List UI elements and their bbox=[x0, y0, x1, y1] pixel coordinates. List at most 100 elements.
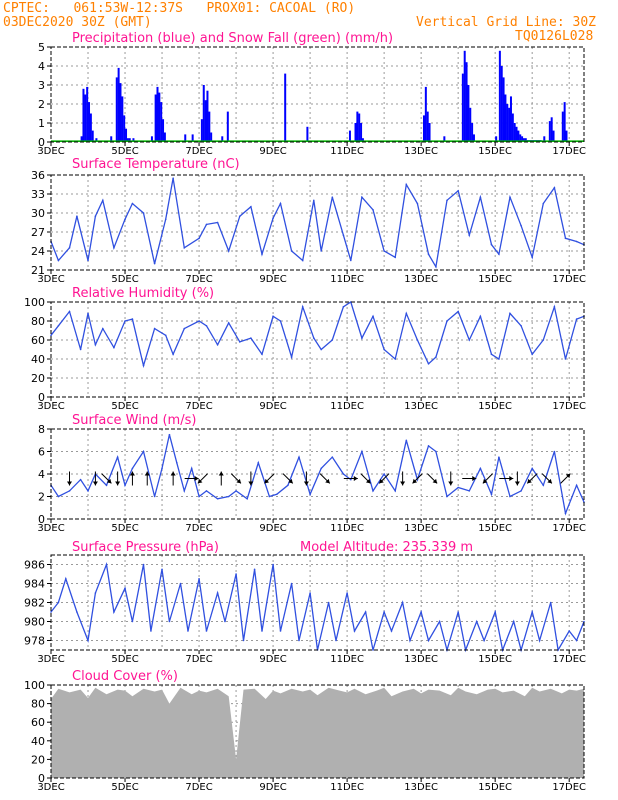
data-point bbox=[498, 253, 500, 255]
wind-arrow-head bbox=[412, 478, 418, 484]
wind-arrow-head bbox=[218, 471, 224, 476]
data-point bbox=[57, 601, 60, 604]
precip-bar bbox=[95, 138, 98, 142]
data-point bbox=[261, 353, 263, 356]
precip-bar bbox=[206, 90, 209, 142]
panel-2: Surface Temperature (nC) 21 24 27 30 33 36 3DEC… bbox=[31, 157, 586, 285]
x-tick-label: 11DEC bbox=[330, 274, 364, 285]
data-point bbox=[113, 247, 115, 249]
data-point bbox=[564, 358, 567, 360]
precip-bar bbox=[443, 136, 446, 142]
data-point bbox=[531, 611, 533, 613]
data-point bbox=[309, 493, 311, 496]
panel-title: Cloud Cover (%) bbox=[72, 669, 178, 684]
data-point bbox=[320, 250, 323, 252]
run-date: 03DEC2020 30Z (GMT) bbox=[3, 15, 152, 30]
data-point bbox=[183, 490, 186, 492]
data-point bbox=[446, 320, 448, 322]
data-point bbox=[113, 611, 115, 613]
wind-arrow-head bbox=[144, 471, 150, 476]
data-point bbox=[142, 563, 145, 566]
data-point bbox=[153, 327, 156, 330]
x-tick-label: 3DEC bbox=[37, 782, 64, 793]
precip-bar bbox=[515, 126, 518, 142]
x-tick-label: 13DEC bbox=[404, 523, 438, 534]
y-tick-label: 36 bbox=[31, 169, 45, 182]
data-point bbox=[113, 346, 115, 349]
data-point bbox=[116, 456, 119, 458]
data-point bbox=[446, 199, 448, 202]
data-point bbox=[105, 484, 108, 487]
precip-bar bbox=[361, 138, 364, 142]
y-tick-label: 0 bbox=[38, 772, 45, 785]
series-line bbox=[50, 562, 585, 653]
data-point bbox=[342, 473, 345, 475]
data-point bbox=[331, 456, 334, 458]
data-point bbox=[198, 320, 200, 322]
x-tick-label: 11DEC bbox=[330, 523, 364, 534]
x-tick-label: 17DEC bbox=[552, 401, 586, 412]
data-point bbox=[216, 221, 219, 224]
wind-arrow-head bbox=[115, 481, 121, 486]
data-point bbox=[309, 592, 311, 594]
precip-bar bbox=[150, 136, 153, 142]
precip-bar bbox=[88, 102, 91, 142]
wind-arrow-head bbox=[236, 478, 241, 484]
data-point bbox=[87, 639, 89, 642]
data-point bbox=[479, 196, 482, 198]
x-tick-label: 9DEC bbox=[259, 274, 286, 285]
precip-bar bbox=[348, 130, 351, 142]
data-point bbox=[394, 490, 397, 492]
y-tick-label: 986 bbox=[24, 559, 45, 572]
precip-bar bbox=[86, 86, 89, 142]
data-point bbox=[364, 611, 367, 613]
x-tick-label: 7DEC bbox=[185, 401, 212, 412]
wind-arrow-head bbox=[547, 478, 552, 484]
data-point bbox=[246, 497, 248, 500]
wind-arrow-head bbox=[432, 478, 438, 484]
data-point bbox=[583, 620, 585, 623]
x-tick-label: 15DEC bbox=[478, 654, 512, 665]
y-tick-label: 30 bbox=[31, 207, 45, 220]
data-point bbox=[279, 630, 282, 632]
data-point bbox=[65, 577, 67, 580]
x-tick-label: 3DEC bbox=[37, 274, 64, 285]
data-point bbox=[290, 250, 293, 252]
x-tick-label: 5DEC bbox=[111, 782, 138, 793]
y-tick-label: 980 bbox=[24, 616, 45, 629]
precip-bar bbox=[521, 136, 524, 142]
y-tick-label: 24 bbox=[31, 245, 45, 258]
wind-arrow-head bbox=[514, 481, 520, 486]
precip-bar bbox=[461, 73, 464, 142]
data-point bbox=[172, 177, 174, 179]
data-point bbox=[227, 250, 230, 252]
wind-arrow-head bbox=[264, 478, 270, 484]
data-point bbox=[87, 259, 89, 262]
x-tick-label: 5DEC bbox=[111, 401, 138, 412]
data-point bbox=[50, 611, 52, 613]
data-point bbox=[457, 611, 459, 613]
data-point bbox=[87, 312, 89, 315]
x-tick-label: 11DEC bbox=[330, 782, 364, 793]
precip-bar bbox=[158, 92, 161, 142]
data-point bbox=[205, 324, 208, 327]
data-point bbox=[427, 445, 430, 447]
data-point bbox=[142, 212, 145, 214]
x-tick-label: 5DEC bbox=[111, 274, 138, 285]
data-point bbox=[87, 490, 89, 492]
model-altitude-label: Model Altitude: 235.339 m bbox=[300, 540, 473, 555]
precip-bar bbox=[163, 132, 166, 142]
y-tick-label: 984 bbox=[24, 578, 45, 591]
precip-bar bbox=[524, 138, 527, 142]
data-point bbox=[94, 343, 97, 346]
data-point bbox=[509, 495, 511, 498]
data-point bbox=[331, 196, 334, 198]
y-tick-label: 8 bbox=[38, 423, 45, 436]
series-line bbox=[50, 178, 585, 269]
y-tick-label: 20 bbox=[31, 753, 45, 766]
precip-bar bbox=[467, 85, 470, 142]
data-point bbox=[235, 573, 237, 575]
x-tick-label: 15DEC bbox=[478, 401, 512, 412]
precip-bar bbox=[117, 67, 120, 142]
precip-bar bbox=[500, 66, 503, 142]
